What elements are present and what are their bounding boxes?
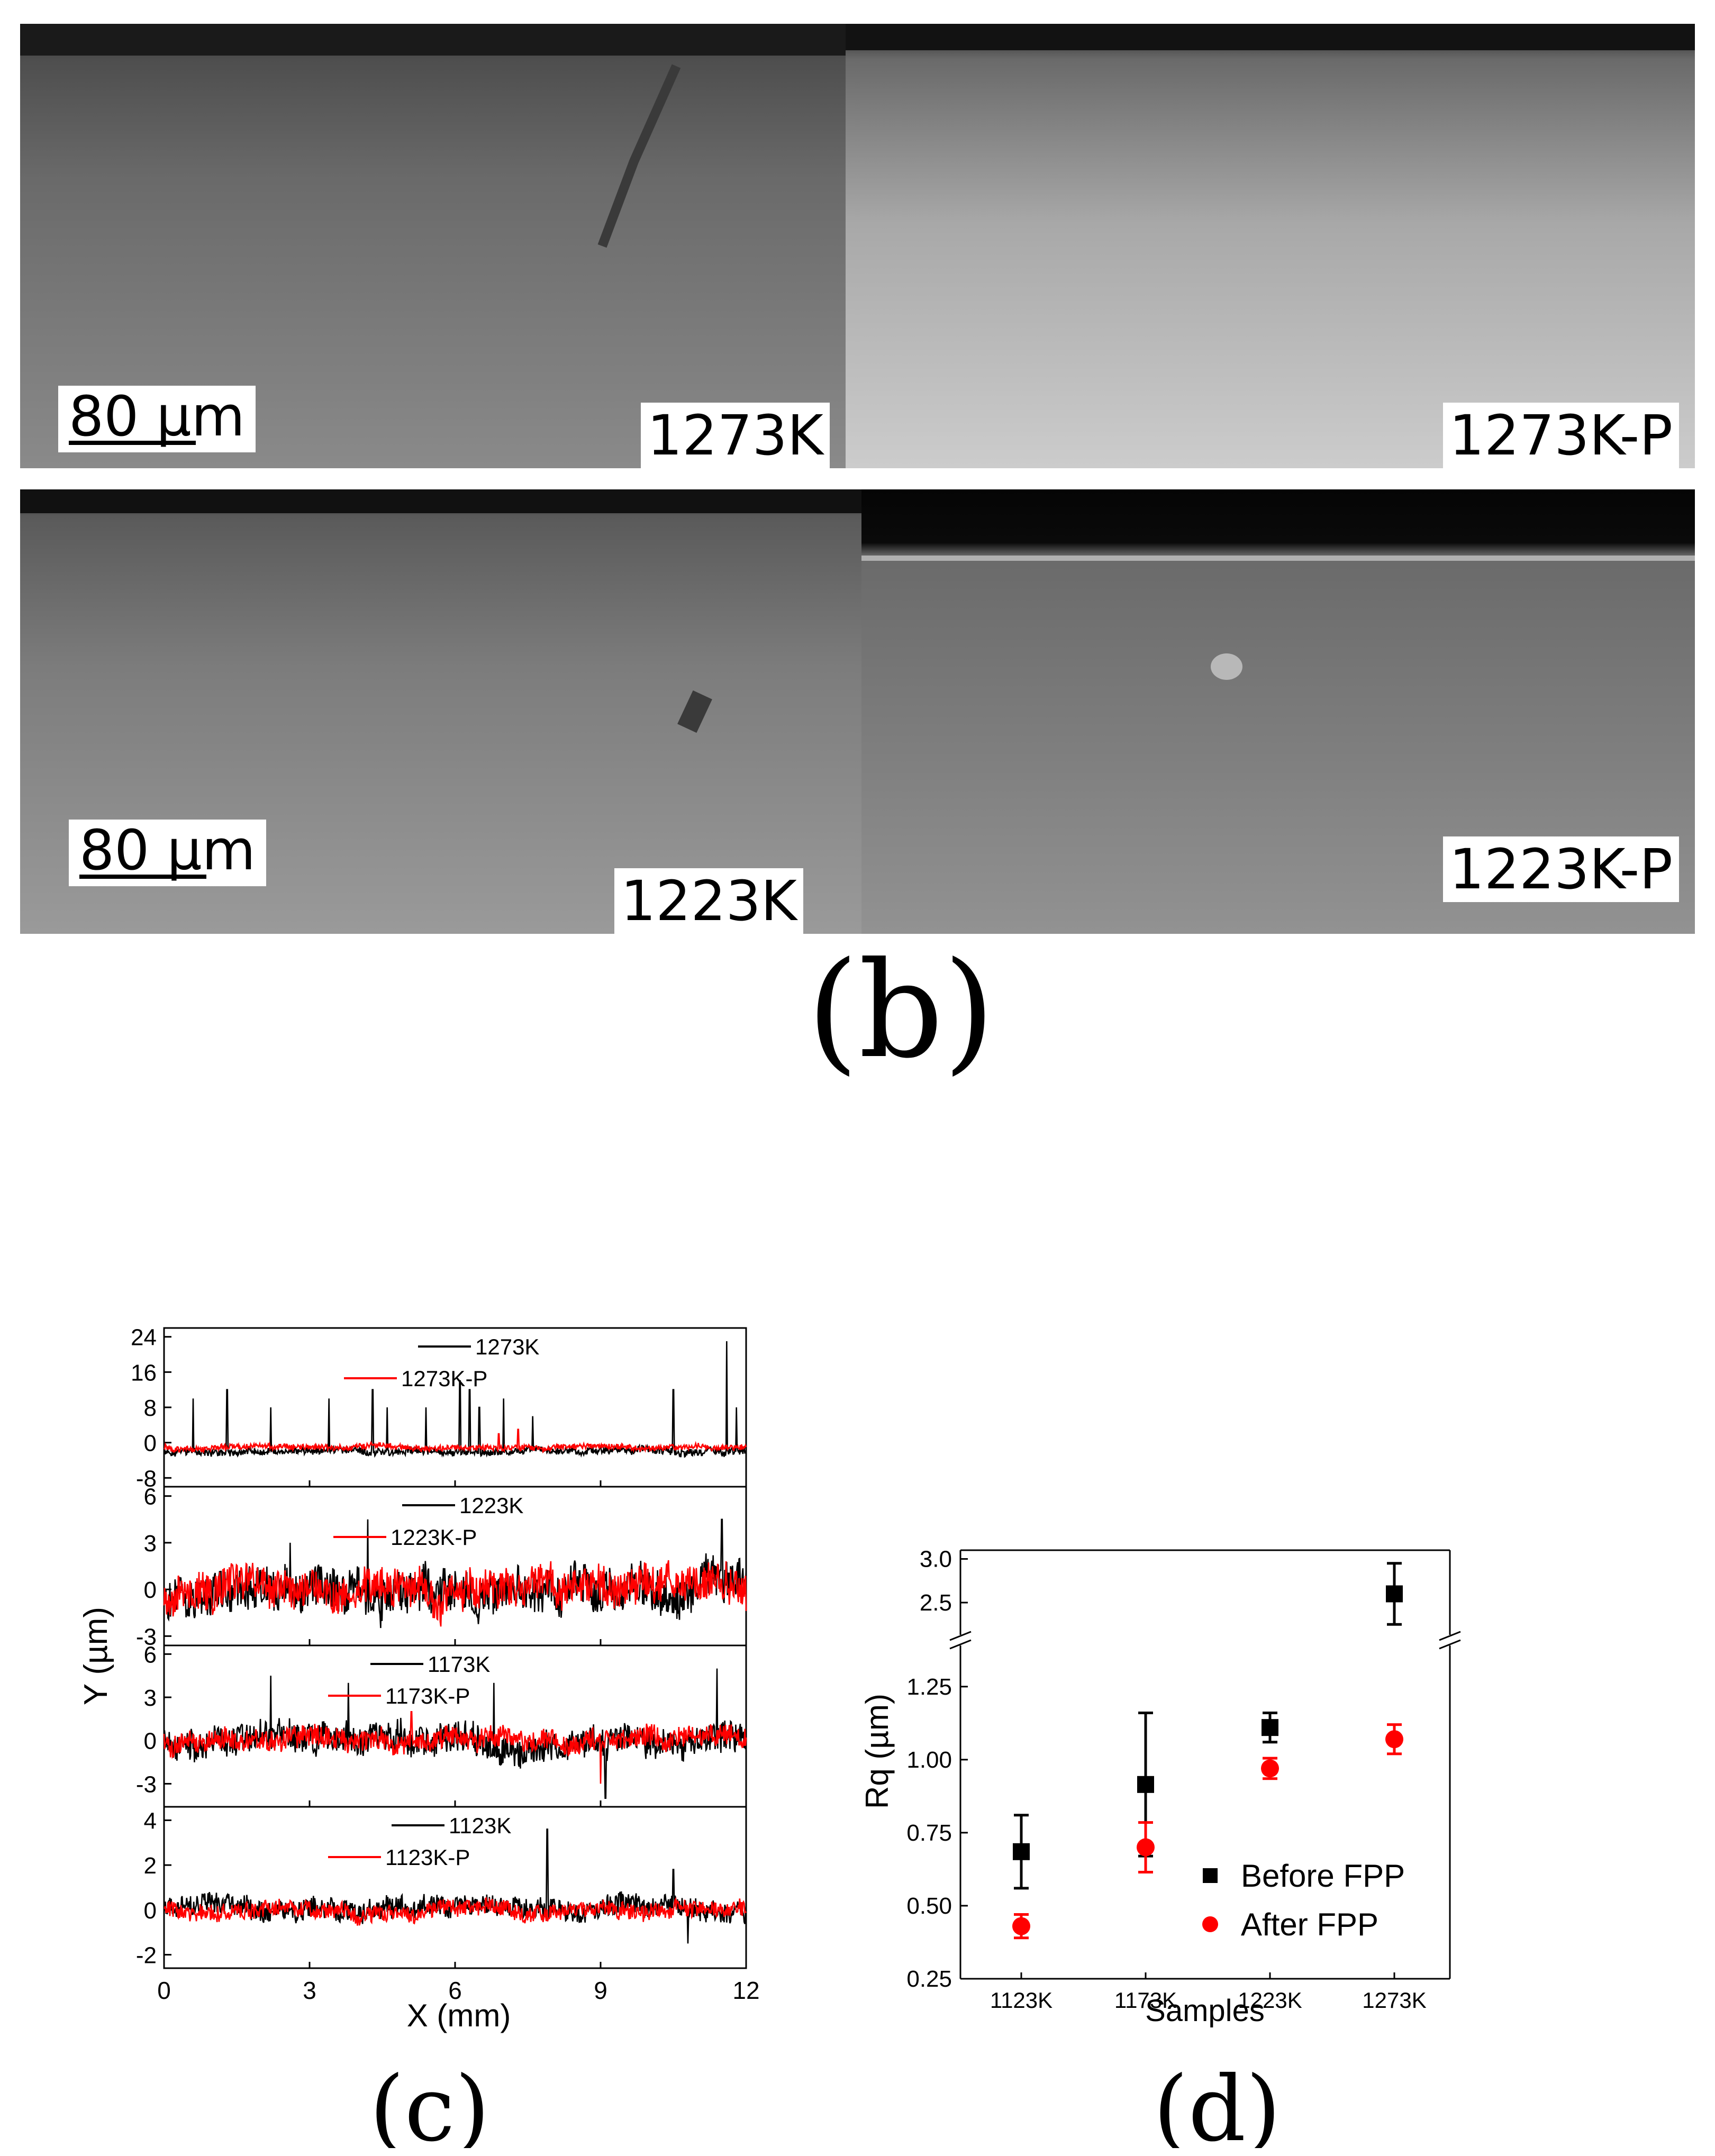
micrograph-1273k-p: 1273K-P bbox=[846, 24, 1695, 468]
scale-bar-label: 80 µm bbox=[58, 386, 256, 452]
legend-label: 1273K-P bbox=[401, 1366, 487, 1391]
micrograph-1223k-p: 1223K-P bbox=[861, 489, 1695, 934]
micrograph-texture bbox=[846, 24, 1695, 468]
series-line-1273k-p bbox=[164, 1429, 747, 1454]
legend-label: After FPP bbox=[1241, 1907, 1378, 1942]
axis-break-mark bbox=[1439, 1631, 1461, 1641]
legend-label: 1273K bbox=[475, 1334, 539, 1359]
profile-chart: 241680-81273K1273K-P630-31223K1223K-P630… bbox=[78, 1325, 760, 2148]
y-tick-label: 16 bbox=[131, 1360, 157, 1386]
y-tick-label: 6 bbox=[144, 1642, 157, 1668]
axis-break-mark bbox=[1439, 1639, 1461, 1650]
y-tick-label: 24 bbox=[131, 1325, 157, 1351]
data-point-before-fpp bbox=[1262, 1719, 1278, 1736]
legend-label: 1173K bbox=[428, 1652, 490, 1677]
y-tick-label: 0 bbox=[144, 1431, 157, 1457]
panel-label-b: (b) bbox=[807, 933, 995, 1087]
x-tick-label: 1223K bbox=[1238, 1988, 1302, 2013]
legend-label: 1123K-P bbox=[385, 1845, 470, 1870]
data-point-before-fpp bbox=[1137, 1776, 1154, 1793]
rq-chart: 2.5 3.0 0.25 0.50 0.75 1.00 1.25 1123K 1173K 1223… bbox=[859, 1547, 1461, 2148]
scale-bar-text: 80 µm bbox=[69, 384, 245, 449]
x-tick-label: 12 bbox=[732, 1977, 759, 2004]
data-point-after-fpp bbox=[1385, 1730, 1403, 1749]
series-line-1273k bbox=[163, 1341, 747, 1458]
series-line-1123k-p bbox=[164, 1897, 747, 1926]
x-tick-label: 3 bbox=[303, 1977, 316, 2004]
legend-label: 1123K bbox=[449, 1813, 511, 1838]
y-tick-label: 1.25 bbox=[906, 1674, 952, 1700]
y-tick-label: 0 bbox=[144, 1898, 157, 1924]
data-point-after-fpp bbox=[1012, 1917, 1030, 1935]
scale-bar-label: 80 µm bbox=[69, 820, 266, 886]
x-tick-label: 1173K bbox=[1114, 1988, 1177, 2013]
panel-frame bbox=[163, 1327, 747, 1488]
x-tick-label: 9 bbox=[594, 1977, 607, 2004]
data-point-after-fpp bbox=[1261, 1759, 1279, 1778]
series-line-1173k-p bbox=[163, 1711, 747, 1784]
y-tick-label: 1.00 bbox=[906, 1747, 952, 1773]
x-axis-label: Samples bbox=[1145, 1994, 1265, 2028]
scale-bar-text: 80 µm bbox=[79, 818, 256, 883]
legend-marker-before-fpp bbox=[1203, 1868, 1218, 1883]
series-line-1223k bbox=[163, 1518, 747, 1629]
y-tick-label: 2.5 bbox=[920, 1590, 952, 1616]
micrograph-1223k: 80 µm 1223K bbox=[20, 489, 861, 934]
profile-plot-area: 241680-81273K1273K-P630-31223K1223K-P630… bbox=[131, 1325, 760, 2004]
y-tick-label: -3 bbox=[136, 1771, 157, 1797]
scale-bar-line bbox=[69, 441, 196, 445]
sample-label: 1273K bbox=[641, 403, 830, 468]
y-tick-label: 3 bbox=[144, 1531, 157, 1557]
y-tick-label: 6 bbox=[144, 1484, 157, 1510]
y-axis-label: Y (µm) bbox=[78, 1607, 114, 1705]
legend-label: 1223K bbox=[459, 1493, 523, 1518]
y-tick-label: 0.50 bbox=[906, 1893, 952, 1919]
legend-label: Before FPP bbox=[1241, 1858, 1405, 1894]
series-line-1223k-p bbox=[163, 1560, 747, 1627]
x-tick-label: 1273K bbox=[1362, 1988, 1426, 2013]
sample-label: 1223K-P bbox=[1442, 836, 1679, 902]
y-tick-label: 4 bbox=[144, 1808, 157, 1834]
axis-break-mark bbox=[949, 1631, 972, 1641]
series-line-1123k bbox=[163, 1828, 747, 1944]
sample-label: 1223K bbox=[614, 868, 803, 934]
panel-label-d: (d) bbox=[1153, 2057, 1281, 2148]
rq-plot-area: 2.5 3.0 0.25 0.50 0.75 1.00 1.25 1123K 1173K 1223… bbox=[906, 1547, 1461, 2013]
x-tick-label: 6 bbox=[448, 1977, 462, 2004]
y-tick-label: 3.0 bbox=[920, 1547, 952, 1572]
y-tick-label: 3 bbox=[144, 1685, 157, 1711]
legend-label: 1223K-P bbox=[391, 1525, 477, 1550]
y-tick-label: 8 bbox=[144, 1395, 157, 1421]
y-tick-label: -8 bbox=[136, 1466, 157, 1491]
scale-bar-line bbox=[79, 875, 206, 879]
y-tick-label: -2 bbox=[136, 1943, 157, 1969]
data-point-after-fpp bbox=[1137, 1838, 1155, 1857]
panel-label-c: (c) bbox=[369, 2057, 490, 2148]
y-tick-label: 0.75 bbox=[906, 1820, 952, 1846]
micrograph-1273k: 80 µm 1273K bbox=[20, 24, 846, 468]
y-tick-label: 2 bbox=[144, 1853, 157, 1879]
x-tick-label: 0 bbox=[157, 1977, 171, 2004]
y-tick-label: 0 bbox=[144, 1729, 157, 1754]
data-point-before-fpp bbox=[1013, 1843, 1030, 1860]
data-point-before-fpp bbox=[1386, 1585, 1403, 1603]
y-tick-label: 0 bbox=[144, 1577, 157, 1603]
x-axis-label: X (mm) bbox=[407, 1998, 511, 2033]
y-axis-label: Rq (µm) bbox=[859, 1694, 895, 1809]
axis-break-mark bbox=[949, 1639, 972, 1650]
legend-marker-after-fpp bbox=[1202, 1916, 1218, 1932]
y-tick-label: -3 bbox=[136, 1624, 157, 1650]
x-tick-label: 1123K bbox=[990, 1988, 1052, 2013]
y-tick-label: 0.25 bbox=[906, 1966, 952, 1992]
legend-label: 1173K-P bbox=[385, 1684, 470, 1708]
sample-label: 1273K-P bbox=[1442, 403, 1679, 468]
panel-frame bbox=[163, 1486, 747, 1646]
